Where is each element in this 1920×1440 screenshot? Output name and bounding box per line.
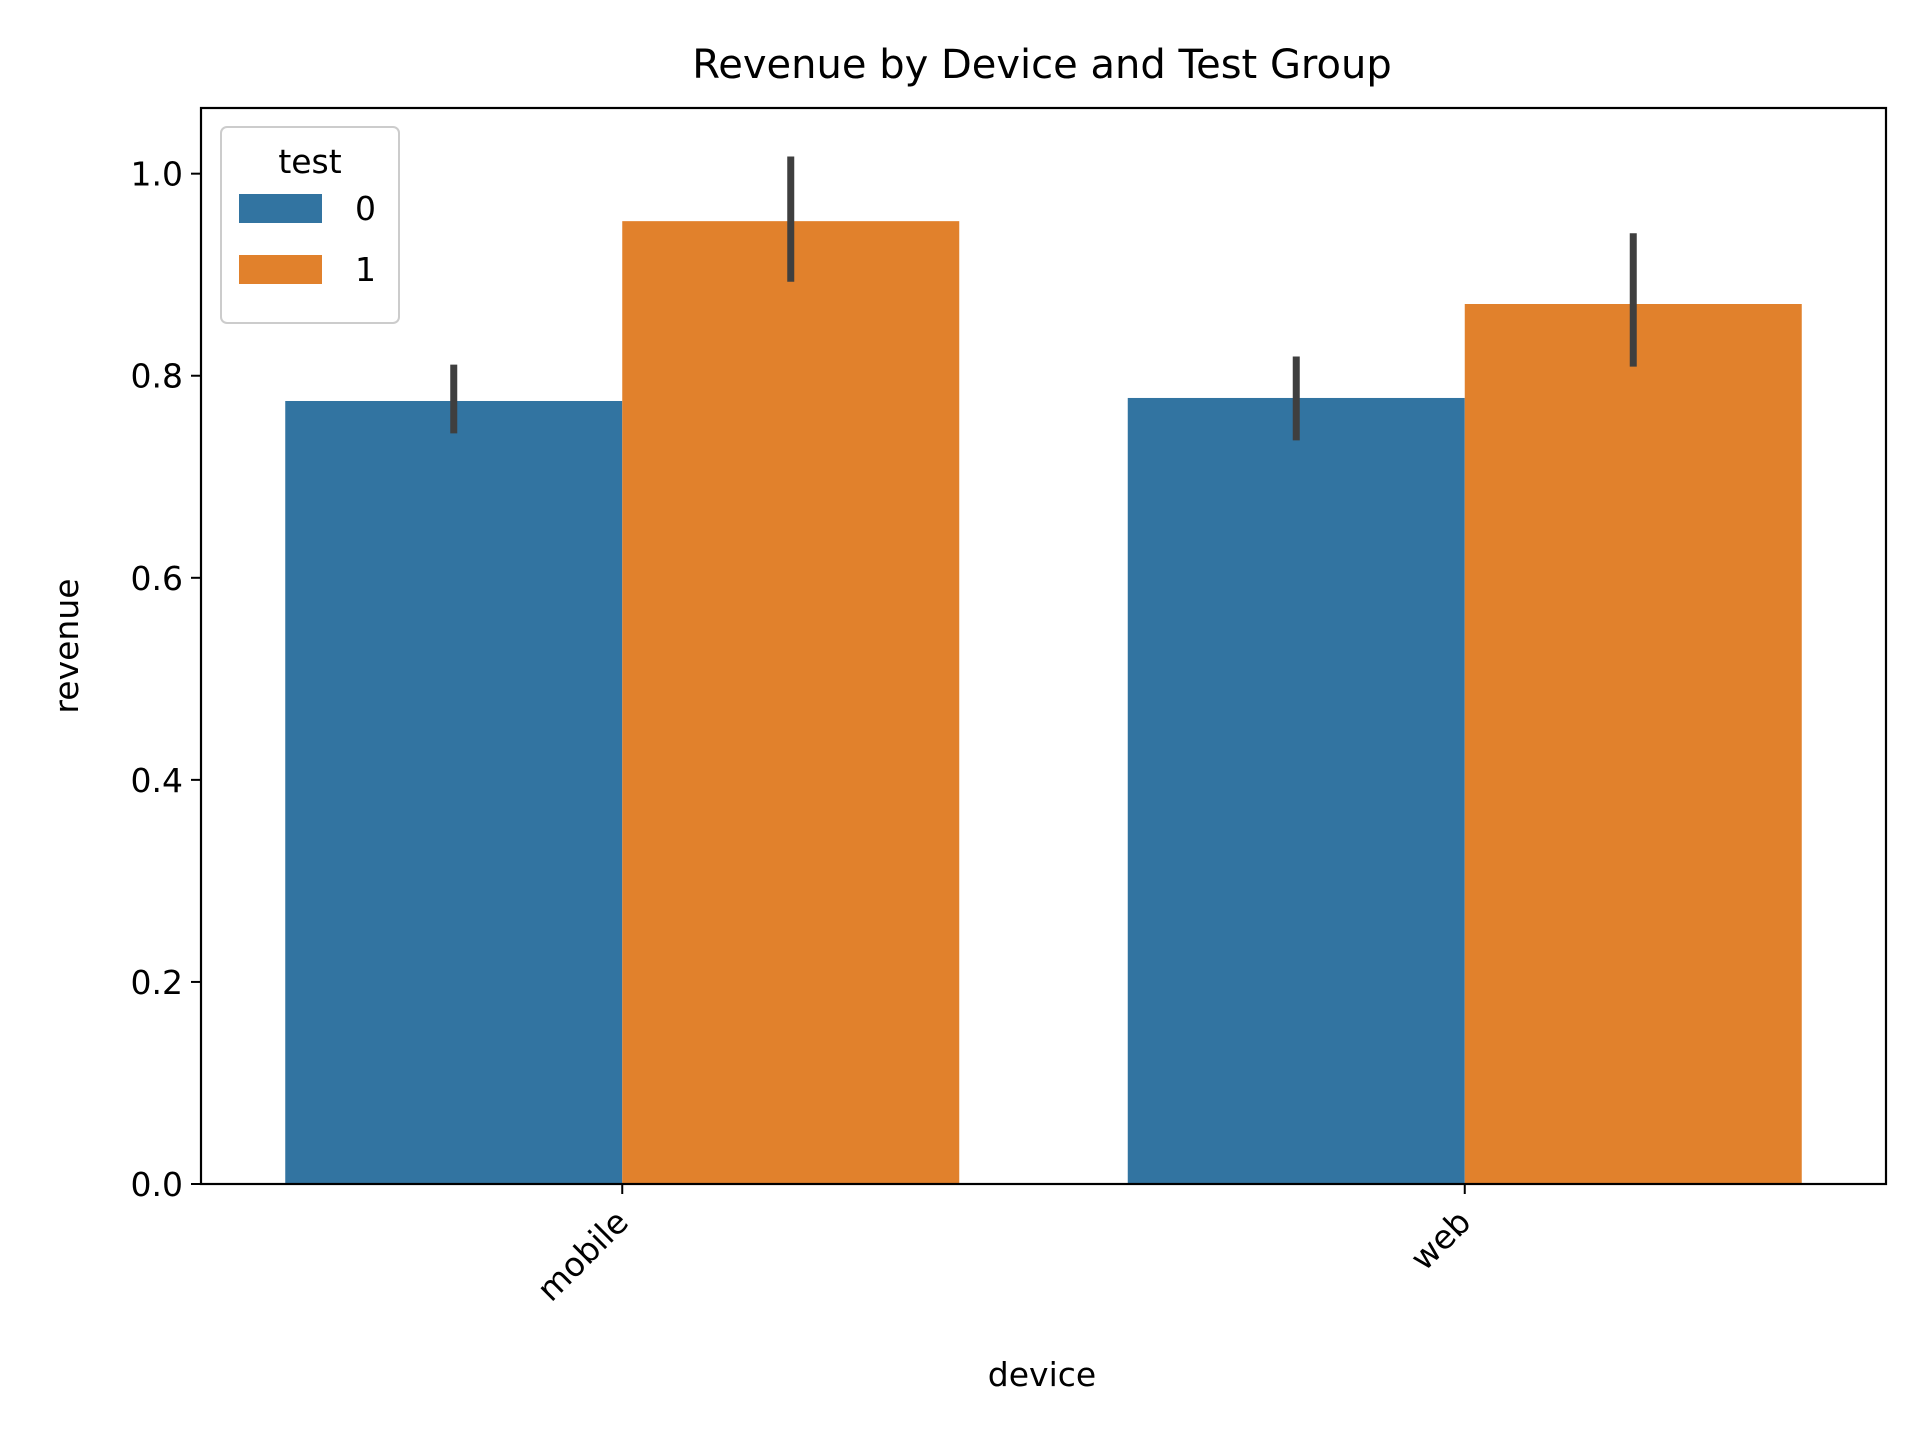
bar-mobile-test-1 [622,221,960,1185]
legend-label-test-0: 0 [355,189,376,228]
error-bars-layer [450,156,1637,441]
bar-web-test-0 [1127,397,1465,1184]
x-axis-label: device [988,1355,1096,1394]
legend-swatch-test-1 [239,255,322,284]
y-axis: 0.0 0.2 0.4 0.6 0.8 1.0 [131,155,201,1204]
y-tick-label: 0.8 [131,357,183,396]
bars-layer [285,221,1802,1185]
y-tick-label: 0.0 [131,1165,183,1204]
y-axis-label: revenue [47,578,86,713]
y-tick-label: 0.4 [131,761,183,800]
legend-label-test-1: 1 [355,250,376,289]
bar-mobile-test-0 [285,400,623,1184]
chart-title: Revenue by Device and Test Group [692,42,1391,88]
legend-entries: 01 [239,189,376,289]
plot-frame [199,106,1888,1186]
y-tick-label: 0.6 [131,559,183,598]
legend-swatch-test-0 [239,194,322,223]
legend: test 01 [220,126,400,324]
y-tick-label: 0.2 [131,963,183,1002]
legend-title: test [278,142,341,181]
bar-web-test-1 [1464,304,1802,1184]
y-tick-label: 1.0 [131,155,183,194]
